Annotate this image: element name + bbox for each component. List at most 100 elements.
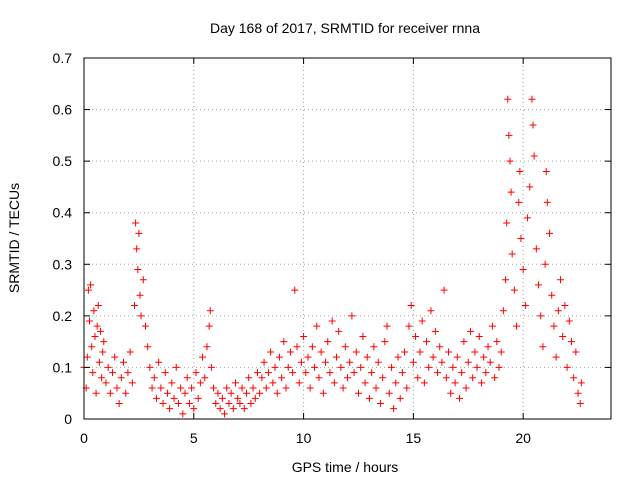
y-tick-label: 0.2 [53,308,73,324]
data-point [330,379,338,387]
data-point [232,379,240,387]
data-point [337,363,345,371]
data-point [163,389,171,397]
data-point [529,121,537,129]
y-tick-label: 0.4 [53,205,73,221]
data-point [177,384,185,392]
data-point [216,405,224,413]
data-point [242,389,250,397]
data-point [484,343,492,351]
data-point [194,394,202,402]
x-axis-label: GPS time / hours [292,459,399,475]
data-point [381,338,389,346]
data-point [519,265,527,273]
data-point [346,358,354,366]
data-point [260,358,268,366]
data-point [148,384,156,392]
data-point [179,410,187,418]
data-point [212,400,220,408]
data-point [245,374,253,382]
data-point [475,332,483,340]
data-point [556,276,564,284]
data-point [570,374,578,382]
data-point [302,369,310,377]
data-point [473,363,481,371]
data-point [120,358,128,366]
data-point [335,327,343,335]
data-point [409,358,417,366]
data-point [253,369,261,377]
data-point [354,389,362,397]
data-point [104,363,112,371]
data-point [174,400,182,408]
data-point [429,353,437,361]
data-point [85,317,93,325]
data-point [295,379,303,387]
y-axis-label: SRMTID / TECUs [6,183,22,293]
data-point [505,131,513,139]
data-point [477,379,485,387]
data-point [152,394,160,402]
data-point [313,322,321,330]
data-point [361,379,369,387]
data-point [188,384,196,392]
y-tick-label: 0.1 [53,359,73,375]
data-point [516,167,524,175]
data-point [403,384,411,392]
data-point [539,343,547,351]
y-tick-label: 0.3 [53,256,73,272]
data-point [214,389,222,397]
data-point [122,389,130,397]
data-point [442,374,450,382]
data-point [128,379,136,387]
x-tick-label: 15 [406,430,422,446]
data-point [368,369,376,377]
data-point [576,400,584,408]
data-point [251,394,259,402]
axis-ticks: 0 5 10 15 20 0 0.1 0.2 0.3 0.4 0.5 0.6 0.7 [53,50,611,446]
data-point [87,281,95,289]
data-point [565,317,573,325]
data-point [304,353,312,361]
data-point [225,400,233,408]
data-point [333,353,341,361]
data-point [90,307,98,315]
data-point [124,369,132,377]
data-point [480,353,488,361]
data-point [482,369,490,377]
data-point [207,363,215,371]
data-point [341,343,349,351]
x-tick-label: 10 [296,430,312,446]
data-point [311,363,319,371]
data-point [535,281,543,289]
data-point [537,312,545,320]
data-point [92,389,100,397]
data-point [508,250,516,258]
data-point [139,276,147,284]
data-point [146,363,154,371]
data-point [440,286,448,294]
data-point [414,374,422,382]
data-point [297,358,305,366]
data-point [91,332,99,340]
data-point [471,348,479,356]
data-point [357,363,365,371]
data-point [379,374,387,382]
data-point [111,353,119,361]
data-point [291,286,299,294]
data-point [407,302,415,310]
data-point [577,379,585,387]
data-point [210,384,218,392]
data-point [431,327,439,335]
data-point [133,245,141,253]
data-point [238,384,246,392]
data-point [453,353,461,361]
data-point [183,374,191,382]
data-point [96,327,104,335]
data-point [436,343,444,351]
data-point [126,348,134,356]
data-point [488,322,496,330]
data-point [451,379,459,387]
data-point [503,219,511,227]
data-point [113,384,121,392]
